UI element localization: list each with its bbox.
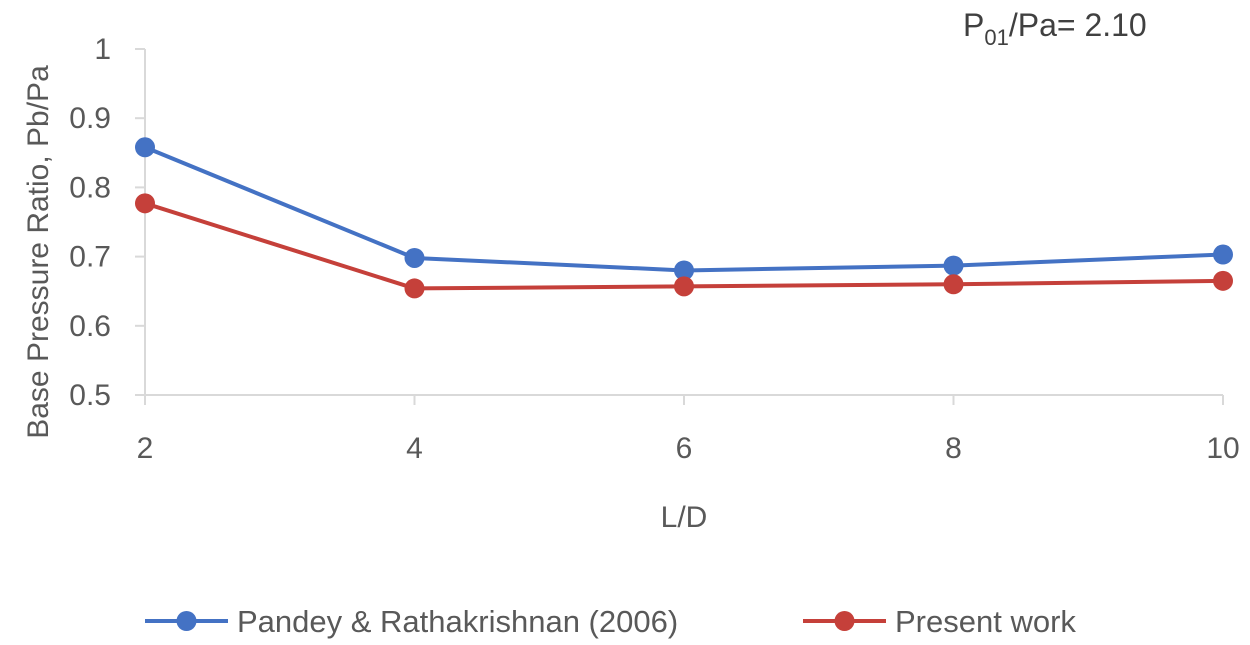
y-tick-label: 0.6	[69, 310, 111, 343]
series-2-point	[1213, 270, 1233, 291]
series-line-1	[144, 145, 1224, 273]
y-axis-title: Base Pressure Ratio, Pb/Pa	[22, 65, 55, 439]
legend: Pandey & Rathakrishnan (2006) Present wor…	[145, 604, 1076, 639]
x-tick-label: 10	[1206, 432, 1239, 465]
x-tick-label: 2	[137, 432, 154, 465]
annotation-subscript: 01	[984, 25, 1008, 50]
plot-area	[135, 137, 1233, 299]
y-tick-label: 0.7	[69, 241, 111, 274]
legend-label-2: Present work	[895, 604, 1076, 639]
pressure-ratio-annotation: P01/Pa= 2.10	[963, 7, 1147, 50]
legend-marker-1	[176, 611, 197, 631]
annotation-rest: /Pa= 2.10	[1009, 7, 1147, 43]
series-1-point	[943, 255, 964, 276]
x-tick-label: 8	[945, 432, 962, 465]
series-1-point	[674, 260, 694, 281]
legend-marker-2	[834, 611, 855, 631]
legend-label-1: Pandey & Rathakrishnan (2006)	[237, 604, 678, 639]
series-2-point	[404, 278, 425, 299]
series-2-point	[674, 276, 694, 297]
x-ticks: 2 4 6 8 10	[137, 395, 1240, 465]
axes	[144, 49, 1223, 396]
series-1-point	[1213, 244, 1233, 265]
series-1-point	[404, 247, 425, 268]
series-2-point	[135, 193, 155, 214]
y-ticks: 0.5 0.6 0.7 0.8 0.9 1	[69, 33, 145, 412]
series-1-point	[135, 137, 155, 158]
annotation-main: P	[963, 7, 984, 43]
series-2-point	[943, 274, 964, 295]
x-tick-label: 6	[676, 432, 693, 465]
x-tick-label: 4	[406, 432, 423, 465]
y-tick-label: 0.5	[69, 379, 111, 412]
y-tick-label: 0.8	[69, 171, 111, 204]
y-tick-label: 1	[94, 33, 111, 66]
y-tick-label: 0.9	[69, 102, 111, 135]
x-axis-title: L/D	[661, 501, 708, 534]
